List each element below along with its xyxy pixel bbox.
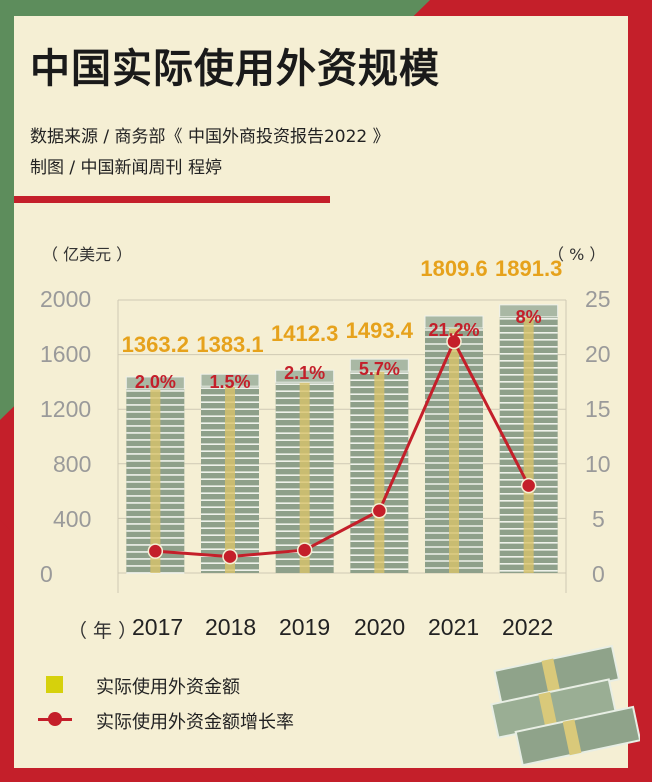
right-tick: 15	[585, 396, 611, 422]
left-tick: 800	[53, 451, 92, 477]
x-tick: 2022	[502, 614, 554, 640]
credit-note: 制图 / 中国新闻周刊 程婷	[30, 158, 222, 178]
right-tick: 10	[585, 451, 611, 477]
source-note: 数据来源 / 商务部《 中国外商投资报告2022 》	[30, 127, 390, 147]
growth-value-label: 8%	[516, 307, 542, 327]
right-axis-unit: （ % ）	[548, 245, 606, 264]
growth-value-label: 21.2%	[428, 320, 479, 340]
growth-series-line	[155, 338, 530, 559]
growth-value-label: 2.0%	[135, 372, 176, 392]
growth-point	[147, 543, 164, 559]
left-tick: 1200	[40, 396, 92, 422]
x-tick: 2021	[428, 614, 480, 640]
bar-value-label: 1383.1	[196, 332, 263, 357]
left-tick: 2000	[40, 286, 92, 312]
bar	[200, 373, 260, 573]
x-tick: 2020	[354, 614, 406, 640]
legend-growth-label: 实际使用外资金额增长率	[96, 712, 294, 733]
x-tick: 2017	[132, 614, 184, 640]
bar	[349, 358, 409, 573]
bar-value-label: 1412.3	[271, 321, 338, 346]
left-axis-unit: （ 亿美元 ）	[42, 245, 133, 264]
left-tick: 1600	[40, 341, 92, 367]
growth-point	[446, 333, 462, 350]
bar	[125, 376, 185, 574]
money-stack-illustration	[490, 644, 640, 767]
growth-value-label: 2.1%	[284, 363, 325, 383]
divider-rule	[14, 196, 330, 203]
x-axis-unit: （ 年 ）	[68, 620, 138, 642]
bar-value-label: 1809.6	[420, 256, 487, 281]
bar	[424, 315, 484, 573]
right-tick: 25	[585, 286, 611, 312]
right-tick: 0	[592, 561, 605, 587]
legend-amount-swatch	[46, 676, 63, 693]
right-tick: 5	[592, 506, 605, 532]
legend-amount-label: 实际使用外资金额	[96, 677, 240, 698]
bar	[499, 304, 559, 573]
growth-value-label: 5.7%	[359, 359, 400, 379]
growth-value-label: 1.5%	[209, 372, 250, 392]
bar-value-label: 1363.2	[122, 332, 189, 357]
growth-point	[296, 542, 313, 558]
bar-value-label: 1891.3	[495, 256, 562, 281]
growth-point	[222, 548, 238, 565]
x-tick: 2018	[205, 614, 257, 640]
left-tick: 0	[40, 561, 53, 587]
growth-point	[371, 503, 388, 519]
bar-value-label: 1493.4	[346, 318, 414, 343]
left-tick: 400	[53, 506, 92, 532]
page-title: 中国实际使用外资规模	[30, 46, 440, 92]
right-tick: 20	[585, 341, 611, 367]
growth-point	[520, 477, 537, 494]
legend-growth-dot	[48, 712, 62, 726]
x-tick: 2019	[279, 614, 331, 640]
